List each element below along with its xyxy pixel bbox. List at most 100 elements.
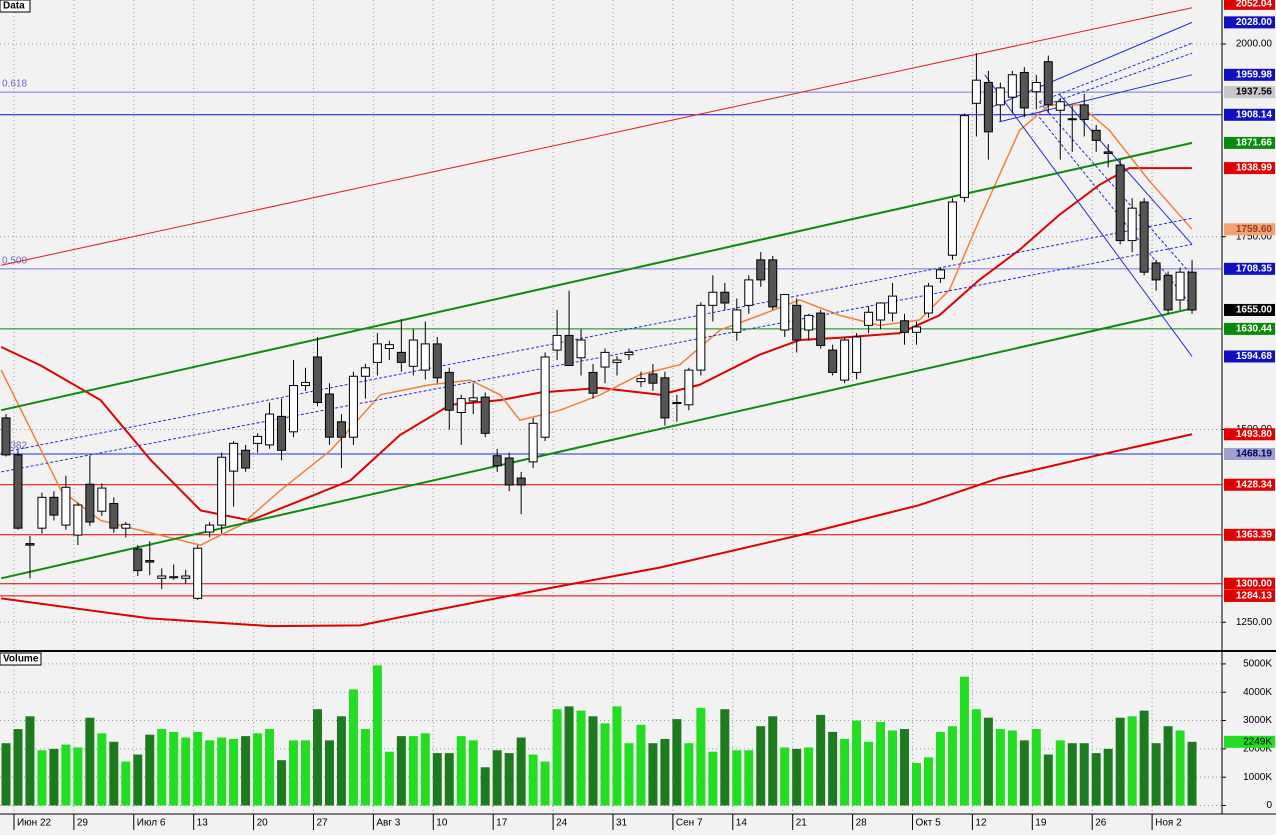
volume-bar xyxy=(1019,740,1029,806)
candle-body xyxy=(516,477,526,486)
volume-bar xyxy=(169,731,179,806)
candle-body xyxy=(169,576,179,579)
overlay-line xyxy=(0,104,1193,546)
level-label: 1594.68 xyxy=(1236,351,1273,362)
x-tick-label: 13 xyxy=(197,818,209,829)
candle-body xyxy=(1031,82,1041,93)
volume-bar xyxy=(1067,743,1077,806)
x-tick-label: Авг 3 xyxy=(376,818,400,829)
candle-body xyxy=(840,339,850,381)
candle-body xyxy=(792,304,802,341)
panel-title: Volume xyxy=(3,654,39,665)
candle-body xyxy=(636,378,646,383)
level-label: 1363.39 xyxy=(1236,529,1273,540)
volume-bar xyxy=(229,738,239,806)
candle-body xyxy=(97,487,107,512)
volume-bar xyxy=(648,743,658,806)
candle-body xyxy=(468,397,478,402)
candle-body xyxy=(492,455,502,467)
volume-bar xyxy=(935,731,945,806)
volume-bar xyxy=(1187,741,1197,806)
volume-bar xyxy=(396,736,406,806)
volume-bar xyxy=(289,740,299,806)
candle-body xyxy=(25,543,35,546)
volume-bar xyxy=(612,706,622,806)
volume-bar xyxy=(372,665,382,806)
candle-body xyxy=(1043,61,1053,106)
candle-body xyxy=(241,449,251,469)
candle-body xyxy=(73,504,83,536)
candle-body xyxy=(13,454,23,529)
y-tick-label: 3000K xyxy=(1243,715,1272,726)
candle-body xyxy=(1139,201,1149,273)
volume-bar xyxy=(888,730,898,806)
fib-label: 0.382 xyxy=(2,441,27,452)
volume-bar xyxy=(756,726,766,806)
volume-bar xyxy=(1007,730,1017,806)
volume-bar xyxy=(504,753,514,806)
level-box xyxy=(1224,68,1275,81)
candle-body xyxy=(336,421,346,438)
level-box xyxy=(1224,108,1275,121)
volume-bar xyxy=(732,750,742,806)
candle-body xyxy=(912,326,921,333)
volume-bar xyxy=(265,729,275,806)
candle-body xyxy=(540,356,550,438)
volume-bar xyxy=(253,733,263,806)
candle-body xyxy=(876,302,886,321)
overlay-line xyxy=(0,141,1193,412)
y-tick-label: 0 xyxy=(1266,800,1272,811)
candle-body xyxy=(193,547,203,599)
volume-bar xyxy=(1175,730,1185,806)
level-box xyxy=(1224,136,1275,149)
candle-body xyxy=(780,294,790,331)
level-box xyxy=(1224,322,1275,335)
candle-body xyxy=(324,393,334,438)
volume-bar xyxy=(780,747,790,806)
volume-bar xyxy=(684,743,694,806)
candle-body xyxy=(420,343,430,371)
volume-bar xyxy=(1139,710,1149,806)
candle-body xyxy=(995,87,1005,106)
candle-body xyxy=(1127,207,1137,242)
candle-body xyxy=(348,375,358,438)
overlay-line xyxy=(1,243,1193,473)
x-tick-label: 24 xyxy=(556,818,568,829)
volume-bar xyxy=(768,716,778,806)
candle-body xyxy=(696,304,706,371)
volume-bar xyxy=(37,750,47,806)
x-tick-label: Ноя 2 xyxy=(1155,818,1182,829)
candle-body xyxy=(672,401,682,404)
volume-bar xyxy=(25,716,35,806)
overlay-line xyxy=(984,74,1193,357)
level-box xyxy=(1224,478,1275,491)
candle-body xyxy=(85,483,95,523)
candle-body xyxy=(1067,118,1077,121)
candle-body xyxy=(744,279,754,306)
x-tick-label: 26 xyxy=(1095,818,1107,829)
x-tick-label: 27 xyxy=(316,818,328,829)
candle-body xyxy=(396,351,406,363)
level-label: 1908.14 xyxy=(1236,109,1273,120)
overlay-line xyxy=(1,217,1193,454)
fib-label: 0.618 xyxy=(2,79,27,90)
candle-body xyxy=(360,367,370,377)
candle-body xyxy=(888,295,898,314)
overlay-line xyxy=(999,74,1193,123)
level-box xyxy=(1224,0,1275,10)
volume-bar xyxy=(109,741,119,806)
candle-body xyxy=(432,343,442,379)
volume-bar xyxy=(97,733,107,806)
x-tick-label: Июн 22 xyxy=(17,818,52,829)
candle-body xyxy=(708,291,718,306)
candle-body xyxy=(864,311,874,326)
volume-bar xyxy=(672,719,682,806)
x-tick-label: 10 xyxy=(436,818,448,829)
candle-body xyxy=(157,575,167,579)
x-tick-label: 29 xyxy=(77,818,89,829)
volume-bar xyxy=(923,757,933,806)
panel-title-box xyxy=(0,0,31,13)
candle-body xyxy=(732,309,742,333)
candle-body xyxy=(253,435,263,444)
volume-bar xyxy=(720,709,730,806)
